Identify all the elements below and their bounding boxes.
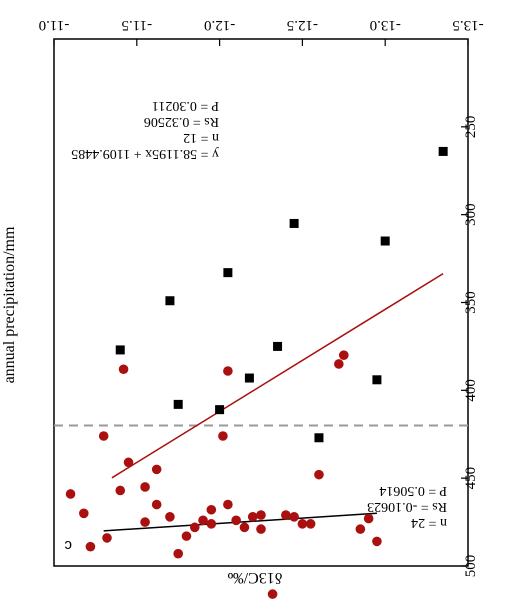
- x-axis-title: δ13C/‰: [228, 569, 283, 586]
- y-tick-label: 250: [463, 116, 479, 139]
- circle-point: [223, 366, 233, 376]
- y-tick-label: 400: [463, 379, 479, 402]
- circle-point: [98, 431, 109, 441]
- circle-point: [151, 464, 162, 475]
- circle-point: [181, 531, 192, 541]
- circle-point: [339, 350, 349, 360]
- circle-point: [231, 515, 241, 526]
- circle-point: [173, 548, 183, 559]
- circle-point: [256, 524, 266, 534]
- circle-point: [115, 485, 126, 496]
- x-tick-label: -12.0: [204, 17, 235, 33]
- fit-stats-circles-line: n = 24: [411, 515, 447, 530]
- circle-point: [118, 364, 129, 375]
- circle-point: [267, 589, 278, 599]
- circle-point: [189, 522, 200, 533]
- fit-stats-squares-line: Rs = 0.32506: [144, 114, 219, 129]
- circle-point: [334, 359, 344, 369]
- x-tick-label: -12.5: [287, 17, 318, 33]
- circle-point: [79, 508, 89, 519]
- fit-stats-circles-line: P = 0.50614: [379, 483, 447, 498]
- circle-point: [151, 499, 162, 510]
- circle-point: [198, 515, 208, 526]
- circle-point: [314, 469, 324, 480]
- fit-line-squares: [111, 272, 444, 479]
- circle-point: [218, 431, 228, 441]
- x-tick-label: -13.0: [370, 17, 401, 33]
- circle-point: [140, 482, 150, 492]
- circle-point: [372, 536, 382, 547]
- y-tick-label: 300: [463, 203, 479, 226]
- circle-point: [206, 504, 217, 515]
- circle-point: [165, 512, 175, 522]
- y-tick-label: 450: [463, 467, 479, 490]
- fit-stats-squares-line: y = 58.1195x + 1109.4485: [71, 146, 219, 161]
- y-axis-title: annual precipitation/mm: [1, 226, 18, 383]
- circle-point: [123, 457, 134, 468]
- circle-point: [305, 519, 316, 529]
- square-point: [289, 218, 299, 228]
- x-tick-label: -11.5: [121, 17, 152, 33]
- y-tick-label: 350: [463, 291, 479, 314]
- circle-point: [65, 489, 76, 499]
- x-tick-label: -13.5: [452, 17, 483, 33]
- circle-point: [281, 510, 291, 520]
- circle-point: [363, 513, 374, 524]
- circle-point: [239, 522, 250, 533]
- circle-point: [223, 499, 233, 510]
- square-point: [115, 345, 125, 355]
- fit-stats-squares-line: P = 0.30211: [152, 98, 219, 113]
- circle-point: [102, 533, 112, 543]
- circle-point: [247, 512, 258, 522]
- circle-point: [85, 541, 96, 552]
- circle-point: [355, 524, 366, 534]
- circle-point: [297, 519, 308, 529]
- y-tick-label: 500: [463, 555, 479, 578]
- square-point: [223, 268, 233, 278]
- square-point: [244, 373, 254, 383]
- square-point: [273, 341, 283, 351]
- circle-point: [140, 517, 150, 527]
- square-point: [173, 399, 183, 409]
- square-point: [438, 146, 448, 156]
- square-point: [372, 375, 382, 385]
- circle-point: [289, 512, 299, 522]
- circle-point: [256, 510, 266, 520]
- square-point: [215, 405, 225, 415]
- circle-point: [206, 519, 217, 529]
- x-tick-label: -11.0: [39, 17, 70, 33]
- square-point: [380, 236, 390, 246]
- fit-stats-squares-line: n = 12: [183, 130, 219, 145]
- panel-label: c: [64, 537, 72, 554]
- square-point: [165, 296, 175, 306]
- fit-stats-circles-line: Rs = -0.10623: [367, 499, 447, 514]
- square-point: [314, 433, 324, 443]
